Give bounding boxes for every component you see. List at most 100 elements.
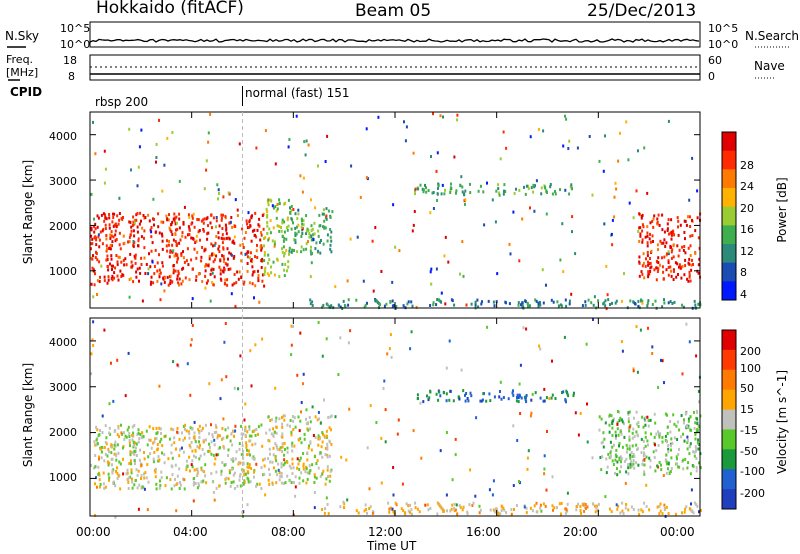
data-cell — [379, 303, 382, 307]
data-cell — [149, 228, 152, 232]
data-cell — [557, 304, 560, 308]
data-cell — [640, 451, 643, 455]
data-cell — [679, 223, 682, 227]
data-cell — [667, 301, 670, 305]
data-cell — [388, 347, 391, 351]
data-cell — [234, 424, 237, 428]
data-cell — [94, 513, 97, 517]
data-cell — [155, 160, 157, 164]
data-cell — [591, 456, 594, 460]
data-cell — [355, 298, 358, 302]
data-cell — [565, 400, 567, 404]
data-cell — [689, 279, 692, 283]
data-cell — [273, 240, 276, 244]
data-cell — [212, 260, 215, 264]
data-cell — [273, 244, 276, 248]
data-cell — [643, 472, 646, 476]
data-cell — [366, 301, 368, 305]
data-cell — [217, 236, 220, 240]
data-cell — [181, 431, 183, 435]
data-cell — [219, 446, 221, 450]
data-cell — [642, 439, 645, 443]
data-cell — [661, 435, 664, 439]
data-cell — [180, 253, 183, 257]
data-cell — [195, 239, 198, 243]
data-cell — [132, 242, 135, 246]
data-cell — [268, 236, 271, 240]
data-cell — [318, 436, 321, 440]
data-cell — [268, 227, 271, 231]
data-cell — [225, 375, 228, 379]
data-cell — [692, 263, 694, 266]
data-cell — [218, 224, 221, 228]
data-cell — [272, 433, 275, 437]
data-cell — [274, 386, 277, 390]
data-cell — [633, 434, 636, 438]
data-cell — [105, 249, 108, 253]
data-cell — [106, 254, 109, 258]
data-cell — [559, 258, 562, 262]
data-cell — [464, 399, 467, 403]
data-cell — [154, 248, 157, 252]
data-cell — [619, 131, 621, 135]
data-cell — [280, 465, 283, 469]
data-cell — [319, 451, 322, 455]
data-cell — [197, 218, 200, 222]
data-cell — [632, 508, 635, 511]
data-cell — [298, 429, 301, 433]
data-cell — [525, 394, 528, 397]
data-cell — [218, 265, 221, 269]
data-cell — [188, 455, 191, 459]
x-axis-label: Time UT — [367, 539, 417, 553]
data-cell — [482, 190, 485, 194]
data-cell — [621, 509, 624, 513]
data-cell — [631, 431, 634, 435]
data-cell — [307, 143, 310, 147]
data-cell — [175, 509, 178, 513]
data-cell — [449, 509, 452, 513]
data-cell — [568, 192, 571, 196]
data-cell — [451, 478, 454, 482]
data-cell — [291, 444, 294, 448]
data-cell — [102, 471, 105, 475]
data-cell — [275, 209, 278, 213]
data-cell — [168, 255, 171, 259]
data-cell — [696, 428, 699, 432]
data-cell — [687, 246, 690, 250]
data-cell — [99, 482, 102, 486]
data-cell — [324, 507, 326, 511]
data-cell — [152, 427, 155, 431]
data-cell — [649, 418, 652, 422]
data-cell — [610, 454, 612, 458]
data-cell — [143, 236, 145, 240]
data-cell — [294, 234, 297, 237]
data-cell — [195, 275, 198, 279]
data-cell — [152, 457, 155, 461]
data-cell — [243, 473, 246, 477]
data-cell — [294, 475, 297, 479]
power-colorbar-segment — [722, 188, 736, 208]
data-cell — [284, 481, 287, 485]
data-cell — [287, 265, 290, 269]
data-cell — [317, 411, 320, 414]
data-cell — [667, 450, 670, 454]
data-cell — [330, 304, 333, 308]
data-cell — [101, 229, 104, 233]
data-cell — [320, 445, 323, 449]
data-cell — [649, 459, 652, 463]
data-cell — [671, 302, 674, 305]
data-cell — [142, 435, 145, 439]
data-cell — [548, 397, 551, 401]
data-cell — [305, 214, 308, 218]
data-cell — [324, 160, 327, 163]
data-cell — [118, 212, 121, 215]
data-cell — [448, 339, 451, 343]
data-cell — [139, 448, 142, 452]
data-cell — [565, 304, 568, 308]
data-cell — [205, 159, 208, 163]
data-cell — [104, 452, 107, 456]
data-cell — [172, 264, 175, 267]
data-cell — [310, 261, 313, 265]
data-cell — [288, 249, 291, 253]
data-cell — [310, 245, 312, 249]
